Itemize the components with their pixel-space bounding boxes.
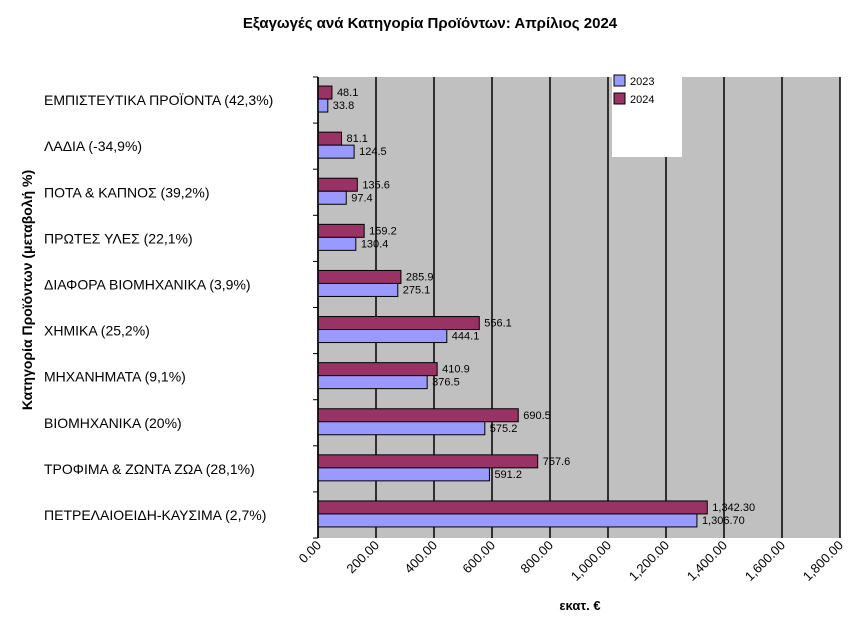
category-label: ΧΗΜΙΚΑ (25,2%) <box>44 323 150 339</box>
bar-2023-0 <box>317 98 329 113</box>
bars <box>317 85 708 528</box>
data-label-2024-0: 48.1 <box>337 87 358 99</box>
data-label-2023-7: 575.2 <box>490 423 518 435</box>
category-labels: ΕΜΠΙΣΤΕΥΤΙΚΑ ΠΡΟΪΟΝΤΑ (42,3%) ΛΑΔΙΑ (-34,… <box>44 92 273 523</box>
data-label-2023-2: 97.4 <box>351 192 372 204</box>
category-label: ΤΡΟΦΙΜΑ & ΖΩΝΤΑ ΖΩΑ (28,1%) <box>44 461 255 477</box>
category-label: ΒΙΟΜΗΧΑΝΙΚΑ (20%) <box>44 415 182 431</box>
data-label-2023-9: 1,306.70 <box>702 515 745 527</box>
x-tick-label: 800.00 <box>517 538 556 577</box>
bar-2024-1 <box>317 131 343 146</box>
bar-2024-7 <box>317 408 519 423</box>
x-ticks: 0.00 200.00 400.00 600.00 800.00 1,000.00 1,20… <box>296 538 847 584</box>
data-label-2024-5: 556.1 <box>484 318 512 330</box>
data-label-2024-8: 757.6 <box>543 456 571 468</box>
category-label: ΜΗΧΑΝΗΜΑΤΑ (9,1%) <box>44 369 186 385</box>
x-tick-label: 1,000.00 <box>568 538 614 584</box>
data-label-2023-3: 130.4 <box>361 238 389 250</box>
bar-2023-1 <box>317 144 355 159</box>
data-label-2024-9: 1,342.30 <box>712 502 755 514</box>
bar-2023-4 <box>317 282 399 297</box>
bar-2023-6 <box>317 375 428 390</box>
category-label: ΠΟΤΑ & ΚΑΠΝΟΣ (39,2%) <box>44 184 210 200</box>
data-label-2023-4: 275.1 <box>403 284 431 296</box>
bar-2023-9 <box>317 513 698 528</box>
bar-2024-3 <box>317 223 365 238</box>
bar-2024-6 <box>317 362 438 377</box>
category-label: ΔΙΑΦΟΡΑ ΒΙΟΜΗΧΑΝΙΚΑ (3,9%) <box>44 276 251 292</box>
x-tick-label: 600.00 <box>459 538 498 577</box>
data-label-2024-2: 135.6 <box>362 179 390 191</box>
bar-2024-2 <box>317 177 358 192</box>
y-axis <box>313 76 319 539</box>
category-label: ΕΜΠΙΣΤΕΥΤΙΚΑ ΠΡΟΪΟΝΤΑ (42,3%) <box>44 92 273 108</box>
category-label: ΛΑΔΙΑ (-34,9%) <box>44 138 142 154</box>
data-label-2023-0: 33.8 <box>333 100 354 112</box>
bar-2023-8 <box>317 467 490 482</box>
legend: 2023 2024 <box>612 72 682 157</box>
x-tick-label: 400.00 <box>401 538 440 577</box>
bar-2024-9 <box>317 500 708 515</box>
legend-swatch-2023 <box>613 74 626 87</box>
x-tick-label: 1,200.00 <box>626 538 672 584</box>
x-tick-label: 200.00 <box>343 538 382 577</box>
legend-label-2024: 2024 <box>630 94 654 106</box>
bar-2024-0 <box>317 85 333 100</box>
legend-label-2023: 2023 <box>630 76 654 88</box>
data-label-2024-6: 410.9 <box>442 364 470 376</box>
data-label-2023-1: 124.5 <box>359 146 387 158</box>
data-label-2024-4: 285.9 <box>406 271 434 283</box>
bar-2023-5 <box>317 329 448 344</box>
bar-2024-5 <box>317 316 480 331</box>
gridlines <box>317 77 841 538</box>
bar-2024-4 <box>317 269 402 284</box>
data-label-2024-7: 690.5 <box>523 410 551 422</box>
x-tick-label: 1,800.00 <box>800 538 846 584</box>
bar-2024-8 <box>317 454 539 469</box>
x-tick-label: 1,600.00 <box>742 538 788 584</box>
bar-2023-3 <box>317 236 357 251</box>
x-tick-label: 1,400.00 <box>684 538 730 584</box>
data-label-2024-1: 81.1 <box>347 133 368 145</box>
data-label-2024-3: 159.2 <box>369 225 397 237</box>
legend-swatch-2024 <box>613 92 626 105</box>
data-label-2023-5: 444.1 <box>452 331 480 343</box>
chart-title: Εξαγωγές ανά Κατηγορία Προϊόντων: Απρίλι… <box>243 15 618 32</box>
x-tick-label: 0.00 <box>296 538 325 567</box>
category-label: ΠΡΩΤΕΣ ΥΛΕΣ (22,1%) <box>44 230 193 246</box>
x-axis-label: εκατ. € <box>559 598 600 613</box>
data-label-2023-6: 376.5 <box>432 377 460 389</box>
category-label: ΠΕΤΡΕΛΑΙΟΕΙΔΗ-ΚΑΥΣΙΜΑ (2,7%) <box>44 507 266 523</box>
y-axis-label: Κατηγορία Προϊόντων (μεταβολή %) <box>19 170 35 410</box>
bar-2023-7 <box>317 421 486 436</box>
bar-2023-2 <box>317 190 347 205</box>
data-label-2023-8: 591.2 <box>494 469 522 481</box>
